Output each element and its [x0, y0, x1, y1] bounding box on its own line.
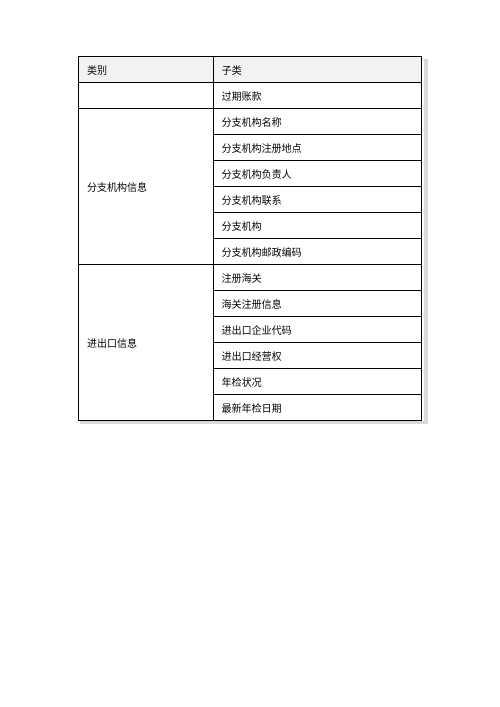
classification-table: 类别 子类 过期账款 分支机构信息 分支机构名称 分支机构注册地点 分支机构负责… [78, 56, 422, 421]
subcategory-cell: 进出口经营权 [213, 343, 421, 369]
subcategory-cell: 分支机构联系 [213, 187, 421, 213]
table-row: 分支机构信息 分支机构名称 [79, 109, 422, 135]
subcategory-cell: 海关注册信息 [213, 291, 421, 317]
table-row: 进出口信息 注册海关 [79, 265, 422, 291]
subcategory-cell: 过期账款 [213, 83, 421, 109]
table-row: 过期账款 [79, 83, 422, 109]
subcategory-cell: 分支机构名称 [213, 109, 421, 135]
subcategory-cell: 进出口企业代码 [213, 317, 421, 343]
category-cell: 进出口信息 [79, 265, 214, 421]
subcategory-cell: 分支机构 [213, 213, 421, 239]
table-body: 过期账款 分支机构信息 分支机构名称 分支机构注册地点 分支机构负责人 分支机构… [79, 83, 422, 421]
header-category: 类别 [79, 57, 214, 83]
subcategory-cell: 注册海关 [213, 265, 421, 291]
header-subcategory: 子类 [213, 57, 421, 83]
category-cell: 分支机构信息 [79, 109, 214, 265]
subcategory-cell: 最新年检日期 [213, 395, 421, 421]
subcategory-cell: 分支机构负责人 [213, 161, 421, 187]
category-cell [79, 83, 214, 109]
subcategory-cell: 分支机构邮政编码 [213, 239, 421, 265]
subcategory-cell: 年检状况 [213, 369, 421, 395]
subcategory-cell: 分支机构注册地点 [213, 135, 421, 161]
